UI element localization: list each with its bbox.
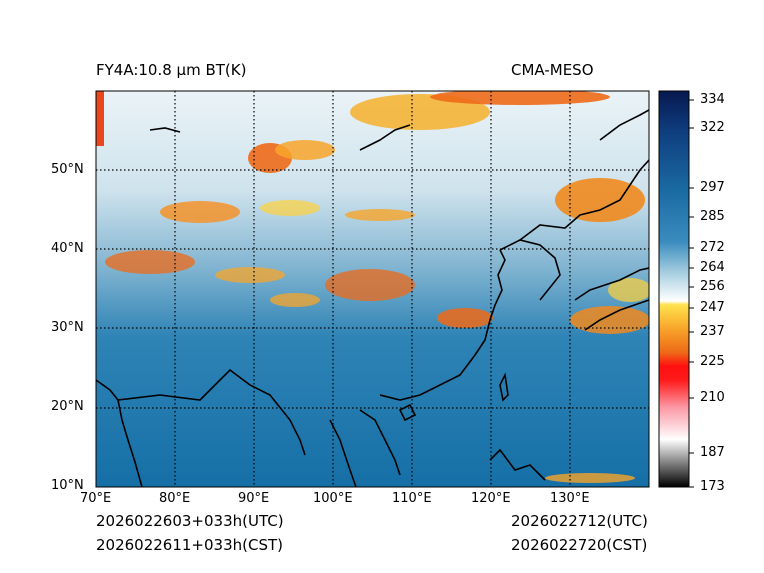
graticule [96,91,649,487]
plot-frame [95,90,650,488]
colorbar-tick-label: 272 [700,240,725,255]
lon-label: 80°E [159,491,191,506]
colorbar-tick-label: 297 [700,180,725,195]
lon-label: 120°E [471,491,511,506]
colorbar-tick-label: 285 [700,209,725,224]
lon-label: 100°E [313,491,353,506]
coastlines [96,109,649,487]
colorbar-tick-label: 256 [700,279,725,294]
lon-label: 110°E [392,491,432,506]
lon-label: 90°E [238,491,270,506]
colorbar-tick-label: 210 [700,390,725,405]
valid-time-cst: 2026022720(CST) [511,536,648,554]
colorbar-tick-label: 322 [700,120,725,135]
source-title: CMA-MESO [511,61,594,79]
lat-label: 10°N [51,478,84,493]
init-time-cst: 2026022611+033h(CST) [96,536,284,554]
colorbar [658,90,690,488]
lat-label: 50°N [51,162,84,177]
colorbar-tick-label: 237 [700,324,725,339]
product-title: FY4A:10.8 µm BT(K) [96,61,247,79]
lat-label: 30°N [51,320,84,335]
bt-field [96,91,649,487]
colorbar-tick-label: 187 [700,445,725,460]
colorbar-tick-label: 334 [700,92,725,107]
valid-time-utc: 2026022712(UTC) [511,512,648,530]
colorbar-tick-label: 173 [700,479,725,494]
lat-label: 20°N [51,399,84,414]
colorbar-ticks [689,99,694,488]
colorbar-tick-label: 247 [700,300,725,315]
colorbar-tick-label: 264 [700,260,725,275]
lat-label: 40°N [51,241,84,256]
lon-label: 130°E [550,491,590,506]
lon-label: 70°E [80,491,112,506]
init-time-utc: 2026022603+033h(UTC) [96,512,284,530]
colorbar-tick-label: 225 [700,354,725,369]
